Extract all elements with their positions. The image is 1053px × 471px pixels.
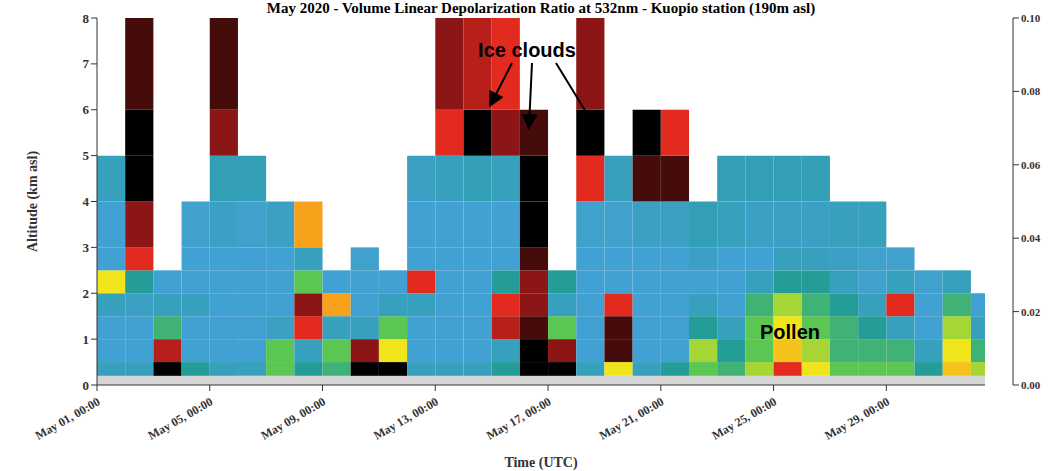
svg-text:Time (UTC): Time (UTC)	[504, 455, 578, 471]
svg-text:0.06: 0.06	[1021, 159, 1041, 171]
svg-text:0: 0	[83, 378, 90, 393]
svg-text:May 17, 00:00: May 17, 00:00	[484, 394, 554, 442]
svg-text:4: 4	[83, 194, 90, 209]
svg-text:0.04: 0.04	[1021, 232, 1041, 244]
svg-text:8: 8	[83, 11, 90, 26]
svg-text:Ice clouds: Ice clouds	[478, 39, 576, 61]
svg-text:2: 2	[83, 286, 90, 301]
svg-text:7: 7	[83, 56, 90, 71]
svg-text:Pollen: Pollen	[760, 321, 820, 343]
svg-text:5: 5	[83, 148, 90, 163]
svg-text:May 13, 00:00: May 13, 00:00	[371, 394, 441, 442]
svg-text:May 05, 00:00: May 05, 00:00	[146, 394, 216, 442]
svg-text:May 29, 00:00: May 29, 00:00	[822, 394, 892, 442]
svg-text:0.10: 0.10	[1021, 12, 1041, 24]
svg-text:0.08: 0.08	[1021, 85, 1041, 97]
svg-text:0.00: 0.00	[1021, 379, 1041, 391]
svg-text:May 01, 00:00: May 01, 00:00	[33, 394, 103, 442]
svg-text:1: 1	[83, 332, 90, 347]
svg-text:6: 6	[83, 102, 90, 117]
svg-text:Altitude (km asl): Altitude (km asl)	[25, 151, 41, 252]
svg-text:May 21, 00:00: May 21, 00:00	[597, 394, 667, 442]
svg-text:0.02: 0.02	[1021, 306, 1041, 318]
html-text:May 2020 - Volume Linear Depol: May 2020 - Volume Linear Depolarization …	[266, 0, 816, 16]
svg-text:3: 3	[83, 240, 90, 255]
svg-text:May 09, 00:00: May 09, 00:00	[258, 394, 328, 442]
svg-text:May 25, 00:00: May 25, 00:00	[709, 394, 779, 442]
